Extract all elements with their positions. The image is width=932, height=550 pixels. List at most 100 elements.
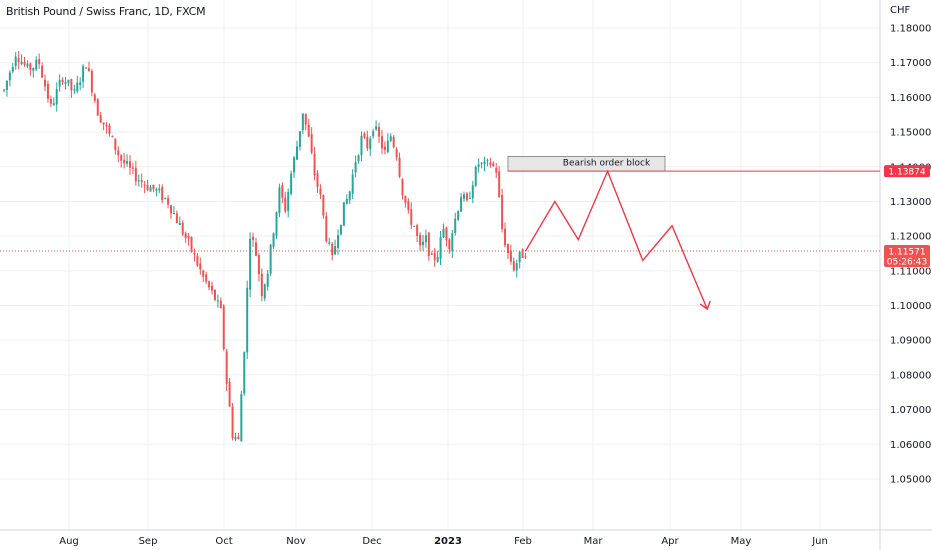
y-tick-label: 1.13000 (890, 197, 931, 208)
candle-bull (234, 437, 237, 440)
candle-bull (3, 89, 5, 91)
y-tick-label: 1.16000 (890, 93, 931, 104)
x-tick-label: Oct (215, 536, 232, 547)
candle-bull (149, 187, 152, 192)
candle-bull (474, 166, 477, 186)
candle-bear (208, 281, 211, 288)
candle-bear (184, 233, 187, 238)
candle-bull (468, 197, 471, 199)
candle-bear (448, 239, 451, 250)
candle-bear (175, 213, 178, 224)
candle-bear (211, 285, 214, 291)
candle-bear (152, 184, 155, 190)
time-axis[interactable]: Aug Sep Oct Nov Dec 2023 Feb Mar Apr May Jun (59, 536, 828, 547)
candle-bear (395, 149, 398, 157)
candle-bull (342, 202, 345, 226)
candle-bear (23, 62, 26, 65)
symbol-title: British Pound / Swiss Franc, 1D, FXCM (6, 5, 206, 18)
candle-bull (246, 287, 249, 353)
candle-bull (290, 173, 293, 194)
candle-bull (240, 394, 243, 442)
candle-bull (369, 138, 372, 150)
candle-bull (483, 161, 486, 164)
candle-bull (480, 162, 483, 164)
chart-annotations: Bearish order block (0, 156, 880, 311)
x-tick-label: Apr (661, 536, 679, 547)
candle-bull (79, 82, 82, 86)
candle-bull (334, 246, 337, 255)
candle-bull (457, 211, 460, 220)
candle-bull (413, 225, 416, 227)
candle-bear (114, 138, 117, 151)
candle-bear (331, 243, 334, 255)
y-tick-label: 1.15000 (890, 128, 931, 139)
candle-bull (266, 273, 269, 287)
candle-bear (213, 289, 216, 301)
candle-bear (199, 263, 202, 270)
candle-bear (228, 382, 231, 407)
x-tick-label: Jun (811, 536, 828, 547)
candle-bear (44, 79, 47, 87)
candle-bull (451, 233, 454, 252)
candle-bear (46, 83, 49, 99)
candle-bear (140, 180, 143, 183)
candle-bull (337, 235, 340, 248)
candle-bear (319, 188, 322, 195)
candle-bear (512, 260, 515, 271)
x-tick-label: Aug (59, 536, 79, 547)
candle-bear (29, 63, 32, 70)
candle-bull (357, 155, 360, 162)
candle-bear (430, 253, 433, 255)
candle-bull (386, 140, 389, 153)
candle-bear (506, 244, 509, 254)
candle-bear (410, 209, 413, 225)
candle-bull (126, 161, 129, 164)
candle-bear (281, 185, 284, 198)
candle-bull (8, 72, 11, 81)
candle-bull (354, 162, 357, 173)
candle-bull (67, 79, 70, 84)
x-tick-label: Nov (286, 536, 306, 547)
candle-bear (524, 256, 527, 258)
candle-bull (424, 235, 427, 243)
candle-bear (366, 136, 369, 149)
candle-bull (5, 80, 8, 91)
candle-bull (351, 174, 354, 194)
candle-bear (96, 99, 99, 116)
candle-bull (172, 212, 175, 214)
candle-bear (108, 125, 111, 134)
candle-bear (509, 250, 512, 262)
candle-bear (146, 184, 149, 191)
candle-bull (515, 263, 518, 271)
candle-bull (249, 238, 252, 290)
candle-bull (293, 157, 296, 173)
candle-bull (345, 198, 348, 204)
candle-bull (64, 82, 67, 84)
candle-bear (134, 168, 137, 182)
candle-bull (421, 241, 424, 246)
candle-bear (38, 59, 41, 64)
y-tick-label: 1.05000 (890, 474, 931, 485)
candle-bull (298, 131, 301, 148)
x-tick-label: Sep (139, 536, 158, 547)
y-tick-label: 1.11000 (890, 266, 931, 277)
price-badge (884, 245, 930, 268)
candle-bull (55, 88, 58, 105)
candle-bear (190, 236, 193, 252)
candle-bear (61, 79, 64, 83)
candle-bull (360, 135, 363, 156)
currency-label: CHF (890, 5, 911, 16)
countdown-label: 05:26:43 (887, 258, 927, 268)
x-tick-label: 2023 (434, 536, 462, 547)
candle-bull (348, 191, 351, 201)
candle-bull (26, 63, 29, 67)
candle-bull (486, 159, 489, 161)
candle-bear (105, 124, 108, 127)
x-tick-label: Dec (362, 536, 381, 547)
price-badge-value: 1.13874 (888, 168, 925, 178)
candle-bear (419, 234, 422, 246)
candle-bear (41, 65, 44, 78)
candle-bear (363, 133, 366, 138)
